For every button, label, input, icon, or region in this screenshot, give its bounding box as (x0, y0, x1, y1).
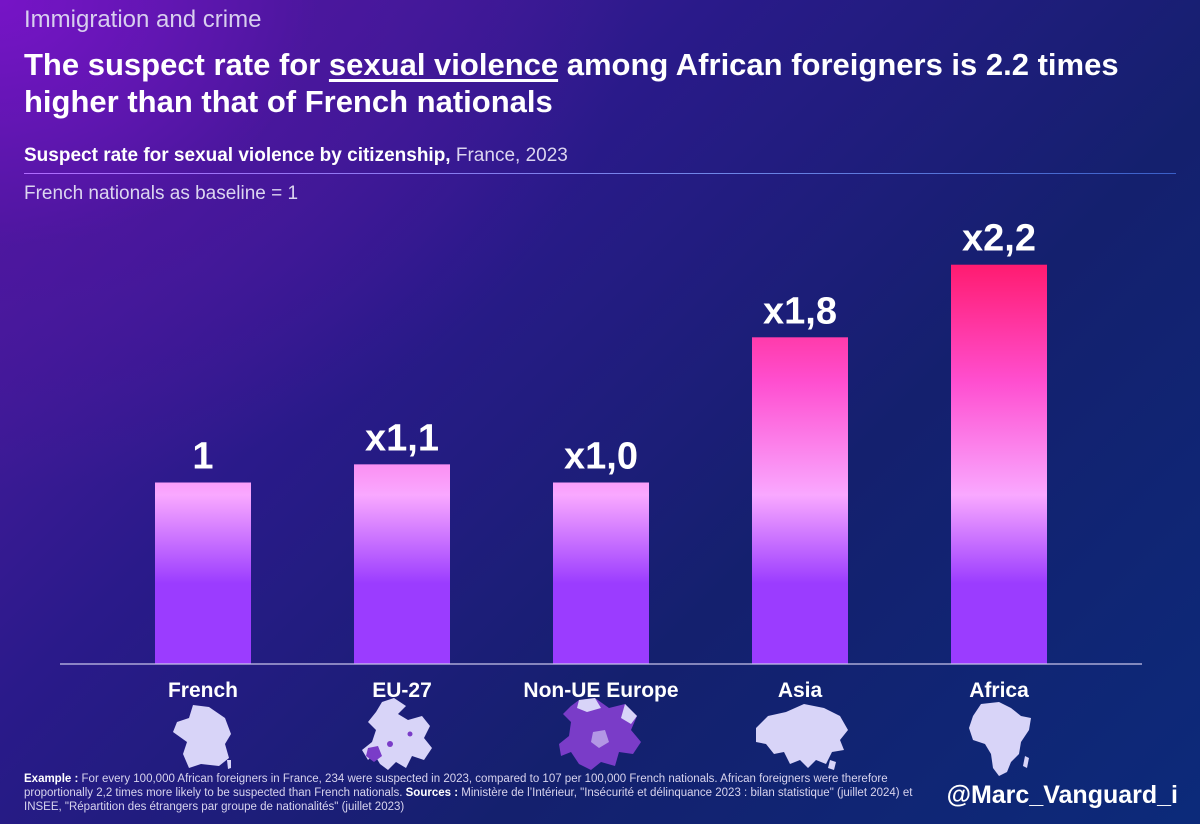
bar-french (155, 482, 251, 664)
subtitle-light: France, 2023 (450, 145, 568, 166)
bar-asia (752, 337, 848, 664)
header-divider (24, 173, 1176, 174)
chart-subtitle: Suspect rate for sexual violence by citi… (24, 145, 568, 167)
headline-highlight: sexual violence (328, 47, 559, 82)
category-label: Africa (969, 679, 1029, 702)
example-text: For every 100,000 African foreigners in … (24, 773, 888, 799)
headline-part-1: The suspect rate for (24, 47, 329, 82)
subtitle-strong: Suspect rate for sexual violence by citi… (24, 145, 451, 166)
asia-map-icon (756, 704, 848, 770)
bar-africa (951, 264, 1047, 664)
value-label: x1,8 (763, 290, 837, 332)
eu-map-icon (362, 698, 432, 770)
sources-text: Ministère de l’Intérieur, "Insécurité et… (24, 787, 913, 813)
footnote: Example : For every 100,000 African fore… (24, 772, 924, 814)
france-map-icon (173, 705, 231, 769)
example-label: Example : (24, 773, 79, 785)
headline: The suspect rate for sexual violence amo… (24, 46, 1184, 120)
kicker: Immigration and crime (24, 6, 262, 33)
category-label: French (168, 679, 238, 702)
headline-part-2: among African foreigners is 2.2 times hi… (24, 47, 1119, 119)
category-label: Non-UE Europe (523, 679, 678, 702)
category-labels-group: French EU-27 Non-UE Europe Asia Africa (168, 679, 1029, 702)
bar-eu-27 (354, 464, 450, 664)
sources-label: Sources : (405, 787, 459, 799)
value-label: x1,0 (564, 436, 638, 478)
value-label: 1 (192, 436, 213, 478)
author-handle: @Marc_Vanguard_i (946, 781, 1178, 809)
value-label: x2,2 (962, 218, 1036, 260)
category-label: EU-27 (372, 679, 432, 702)
africa-map-icon (969, 702, 1031, 776)
category-label: Asia (778, 679, 823, 702)
bar-non-ue-europe (553, 482, 649, 664)
value-labels-group: 1 x1,1 x1,0 x1,8 x2,2 (192, 218, 1036, 478)
bars-group (155, 264, 1047, 664)
europe-map-icon (559, 698, 641, 770)
value-label: x1,1 (365, 417, 439, 459)
region-icons-group (173, 698, 1031, 776)
baseline-note: French nationals as baseline = 1 (24, 183, 299, 204)
